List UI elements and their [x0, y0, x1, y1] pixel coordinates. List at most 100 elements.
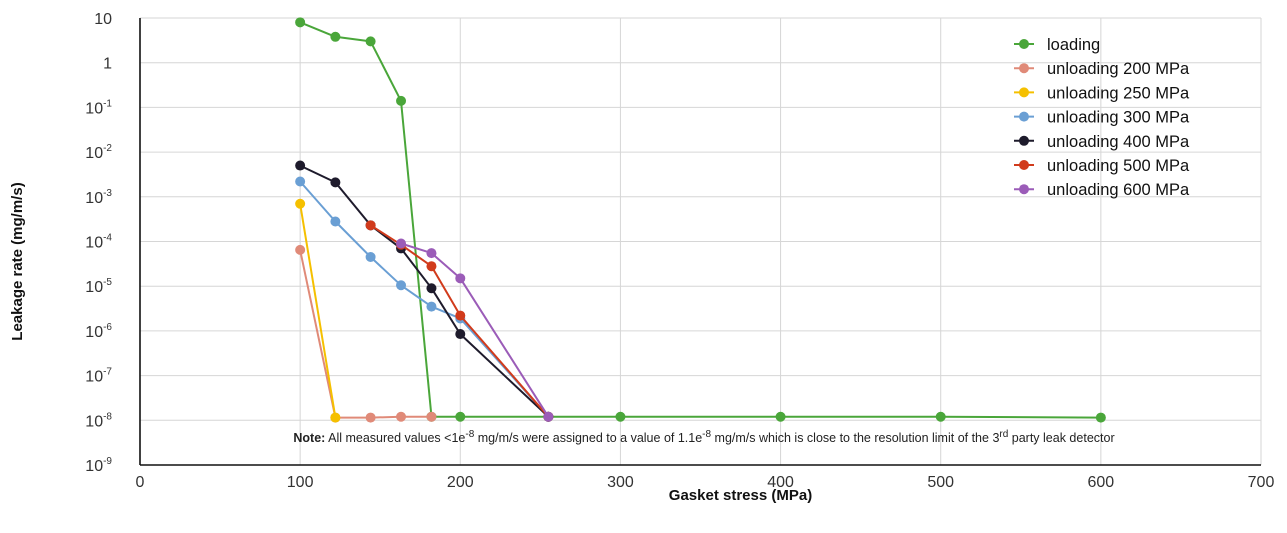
note-text-4: party leak detector [1008, 431, 1114, 445]
legend-label: loading [1047, 36, 1100, 54]
x-tick-label: 600 [1088, 474, 1115, 491]
x-axis-title: Gasket stress (MPa) [669, 487, 812, 504]
legend-swatch-marker [1019, 87, 1029, 98]
data-point [426, 248, 437, 259]
series-unloading-500-mpa [365, 220, 554, 422]
data-point [426, 301, 437, 312]
series-unloading-250-mpa [295, 198, 341, 423]
data-point [295, 176, 306, 187]
series-line [299, 164, 550, 418]
legend-label: unloading 200 MPa [1047, 60, 1190, 78]
series-unloading-400-mpa [295, 160, 554, 422]
legend-entry: unloading 250 MPa [1014, 84, 1190, 102]
x-tick-label: 500 [927, 474, 954, 491]
data-point [396, 411, 407, 422]
data-point [455, 411, 466, 422]
data-point [396, 280, 407, 291]
data-point [365, 220, 376, 231]
note-label: Note: [293, 431, 325, 445]
data-point [935, 411, 946, 422]
data-point [455, 310, 466, 321]
data-point [455, 329, 466, 340]
data-point [365, 252, 376, 263]
series-unloading-200-mpa [295, 244, 437, 423]
data-point [330, 412, 341, 423]
legend-swatch-marker [1019, 111, 1029, 122]
note-text-2: mg/m/s were assigned to a value of 1.1e [474, 431, 702, 445]
data-point [295, 198, 306, 209]
legend-label: unloading 600 MPa [1047, 181, 1190, 199]
x-tick-label: 200 [447, 474, 474, 491]
legend-swatch-marker [1019, 63, 1029, 74]
legend: loading unloading 200 MPa unloading 250 MP… [1014, 36, 1190, 199]
legend-entry: unloading 200 MPa [1014, 60, 1190, 78]
legend-label: unloading 400 MPa [1047, 133, 1190, 151]
series-line [299, 249, 432, 419]
y-tick-label: 10-5 [85, 277, 112, 296]
legend-entry: unloading 400 MPa [1014, 133, 1190, 151]
legend-entry: unloading 300 MPa [1014, 109, 1190, 127]
data-point [365, 412, 376, 423]
y-tick-label: 10-7 [85, 367, 112, 386]
legend-swatch-marker [1019, 160, 1029, 170]
axes [139, 18, 1261, 466]
data-point [543, 411, 554, 422]
chart-note: Note: All measured values <1e-8 mg/m/s w… [293, 429, 1114, 445]
series-loading [295, 17, 1106, 423]
data-point [615, 411, 626, 422]
y-tick-labels: 10 1 10-1 10-2 10-3 10-4 10-5 10-6 10-7 10-8 10-9 [85, 11, 112, 475]
data-point [295, 244, 306, 255]
y-tick-label: 10-9 [85, 456, 112, 475]
y-tick-label: 10-8 [85, 411, 112, 430]
y-tick-label: 10-2 [85, 143, 112, 162]
data-point [426, 411, 437, 422]
data-point [775, 411, 786, 422]
legend-entry: unloading 600 MPa [1014, 181, 1190, 199]
x-tick-label: 400 [767, 474, 794, 491]
y-tick-label: 10-3 [85, 188, 112, 207]
series-group [295, 17, 1106, 423]
note-sup-1: -8 [465, 429, 474, 440]
data-point [396, 95, 407, 106]
legend-swatch-marker [1019, 135, 1029, 146]
y-tick-label: 10 [94, 11, 112, 28]
data-point [330, 31, 341, 42]
y-tick-label: 10-1 [85, 98, 112, 117]
data-point [426, 283, 437, 294]
note-text-3: mg/m/s which is close to the resolution … [711, 431, 999, 445]
series-line [400, 242, 550, 418]
legend-label: unloading 500 MPa [1047, 157, 1190, 175]
series-line [299, 21, 1101, 419]
x-tick-label: 0 [136, 474, 145, 491]
note-sup-2: -8 [702, 429, 711, 440]
note-text-1: All measured values <1e [325, 431, 465, 445]
legend-label: unloading 250 MPa [1047, 84, 1190, 102]
data-point [365, 36, 376, 47]
data-point [295, 17, 306, 28]
data-point [426, 261, 437, 272]
data-point [330, 216, 341, 227]
y-axis-title: Leakage rate (mg/m/s) [9, 182, 26, 340]
data-point [396, 238, 407, 249]
data-point [295, 160, 306, 171]
x-tick-label: 700 [1248, 474, 1275, 491]
data-point [1095, 412, 1106, 423]
legend-swatch-marker [1019, 184, 1029, 195]
x-tick-labels: 0 100 200 300 400 500 600 700 [136, 474, 1275, 491]
x-tick-label: 300 [607, 474, 634, 491]
note-sup-3: rd [999, 429, 1008, 440]
legend-label: unloading 300 MPa [1047, 109, 1190, 127]
x-tick-label: 100 [287, 474, 314, 491]
data-point [330, 177, 341, 188]
data-point [455, 273, 466, 284]
series-line [299, 203, 337, 418]
grid-lines [140, 17, 1262, 465]
legend-entry: unloading 500 MPa [1014, 157, 1190, 175]
legend-swatch-marker [1019, 39, 1029, 49]
y-tick-label: 10-6 [85, 322, 112, 341]
y-tick-label: 10-4 [85, 233, 112, 252]
series-unloading-600-mpa [396, 238, 554, 422]
legend-entry: loading [1014, 36, 1100, 54]
y-tick-label: 1 [103, 56, 112, 73]
